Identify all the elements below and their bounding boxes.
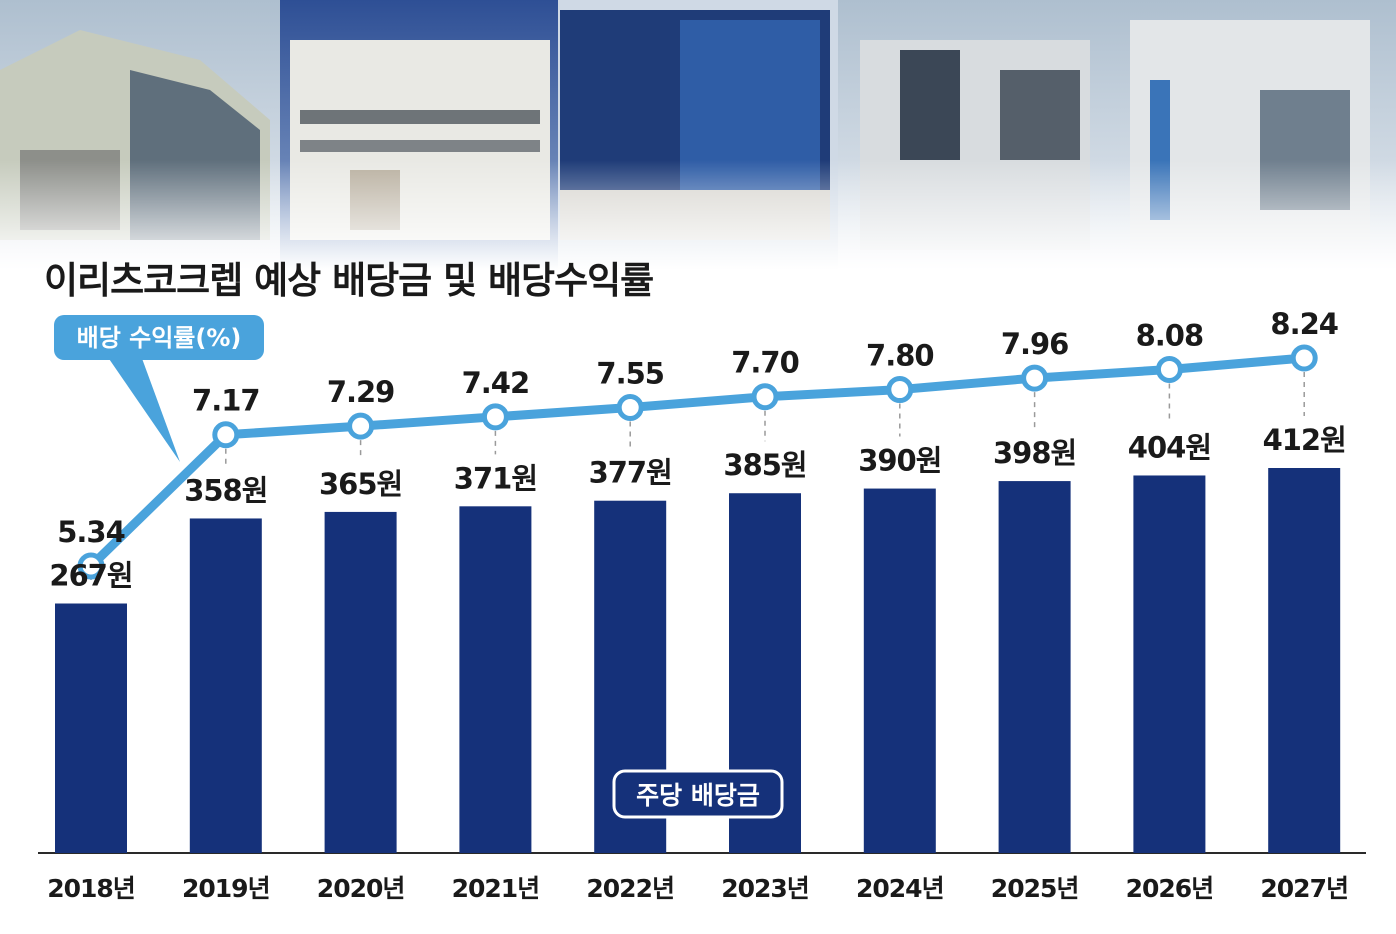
x-tick-label: 2018년	[47, 874, 135, 903]
dividend-value-label: 385원	[723, 448, 806, 482]
yield-value-label: 7.17	[192, 384, 260, 418]
dividend-bar	[55, 603, 127, 853]
x-tick-label: 2024년	[856, 874, 944, 903]
dividend-value-label: 377원	[589, 456, 672, 490]
x-tick-label: 2022년	[586, 874, 674, 903]
yield-value-label: 7.42	[462, 366, 530, 400]
dividend-value-label: 371원	[454, 461, 537, 495]
yield-legend-label: 배당 수익률(%)	[77, 324, 242, 352]
x-tick-label: 2021년	[452, 874, 540, 903]
dividend-bar	[459, 506, 532, 853]
yield-point	[616, 393, 644, 421]
yield-point	[886, 376, 914, 404]
dividend-legend-label: 주당 배당금	[636, 781, 760, 810]
yield-line	[86, 353, 1309, 571]
dividend-value-label: 390원	[858, 444, 941, 478]
dividend-value-label: 404원	[1128, 430, 1211, 464]
yield-point	[212, 421, 240, 449]
dividend-bar	[863, 488, 936, 853]
x-tick-label: 2023년	[721, 874, 809, 903]
yield-point	[751, 383, 779, 411]
dividend-value-label: 267원	[49, 558, 132, 592]
dividend-value-label: 358원	[184, 473, 267, 507]
yield-point	[1155, 355, 1183, 383]
yield-value-label: 7.80	[866, 339, 934, 373]
yield-value-label: 5.34	[57, 515, 125, 549]
x-tick-label: 2019년	[182, 874, 270, 903]
dividend-value-label: 398원	[993, 436, 1076, 470]
yield-value-label: 8.08	[1136, 318, 1204, 352]
dividend-value-label: 365원	[319, 467, 402, 501]
dividend-value-label: 412원	[1263, 423, 1346, 457]
dividend-bar	[1133, 475, 1206, 853]
dividend-bar	[189, 518, 262, 853]
x-tick-label: 2027년	[1260, 874, 1348, 903]
dividend-bar	[998, 481, 1071, 853]
yield-point	[77, 552, 105, 580]
yield-point	[1021, 364, 1049, 392]
x-tick-label: 2026년	[1126, 874, 1214, 903]
yield-value-label: 7.55	[596, 356, 664, 390]
yield-point	[1290, 344, 1318, 372]
yield-value-label: 7.70	[731, 346, 799, 380]
dividend-legend-callout: 주당 배당금	[612, 769, 784, 819]
dividend-bar	[1268, 468, 1341, 853]
building-photo-banner	[0, 0, 1396, 270]
yield-value-label: 7.96	[1001, 327, 1069, 361]
x-tick-label: 2020년	[317, 874, 405, 903]
yield-point	[481, 403, 509, 431]
yield-value-label: 7.29	[327, 375, 395, 409]
chart-title: 이리츠코크렙 예상 배당금 및 배당수익률	[44, 259, 654, 302]
yield-point	[347, 412, 375, 440]
dividend-bar	[324, 511, 397, 853]
yield-legend-callout: 배당 수익률(%)	[54, 315, 264, 462]
x-tick-label: 2025년	[991, 874, 1079, 903]
yield-value-label: 8.24	[1270, 307, 1338, 341]
